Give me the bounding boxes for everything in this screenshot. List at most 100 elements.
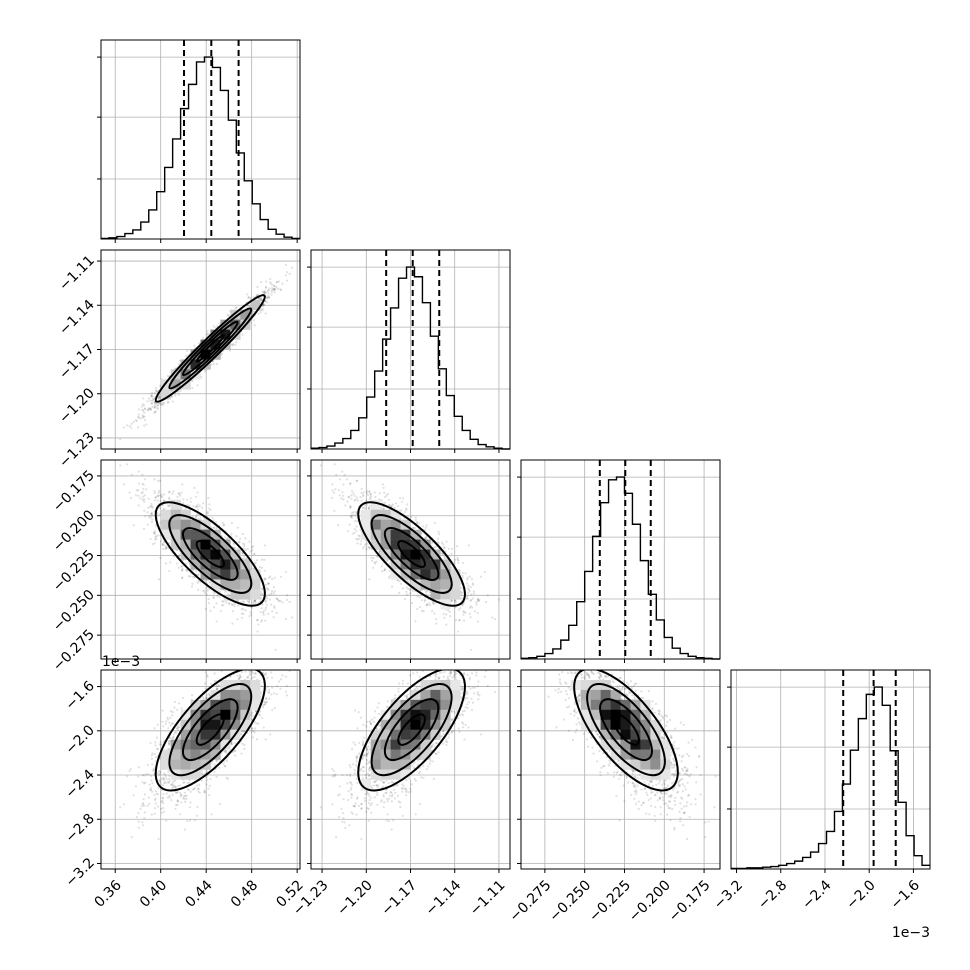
sample-point [377, 784, 380, 787]
sample-point [460, 591, 464, 595]
sample-point [224, 765, 227, 768]
density-cell [220, 719, 231, 730]
sample-point [575, 728, 578, 731]
sample-point [231, 603, 234, 606]
sample-point [253, 600, 256, 603]
sample-point [670, 736, 673, 739]
sample-point [248, 304, 251, 308]
sample-point [266, 290, 269, 293]
sample-point [224, 590, 227, 594]
sample-point [253, 668, 255, 670]
sample-point [698, 755, 701, 759]
density-cell [170, 739, 181, 750]
sample-point [600, 674, 603, 677]
sample-point [442, 612, 445, 616]
sample-point [165, 720, 168, 723]
sample-point [154, 496, 157, 499]
sample-point [454, 601, 458, 604]
sample-point [363, 797, 366, 800]
sample-point [143, 411, 146, 414]
sample-point [575, 723, 578, 726]
sample-point [368, 546, 371, 549]
sample-point [561, 671, 564, 674]
sample-point [180, 707, 183, 710]
sample-point [284, 274, 287, 277]
sample-point [142, 397, 145, 400]
sample-point [249, 677, 252, 680]
sample-point [268, 697, 271, 700]
sample-point [230, 741, 233, 744]
sample-point [660, 714, 663, 717]
sample-point [175, 791, 178, 794]
sample-point [151, 763, 154, 766]
sample-point [189, 790, 192, 793]
sample-point [684, 769, 688, 773]
sample-point [471, 701, 475, 704]
density-cell [650, 729, 661, 740]
sample-point [189, 500, 192, 503]
sample-point [675, 747, 678, 750]
sample-point [203, 591, 207, 595]
sample-point [348, 824, 351, 827]
sample-point [264, 672, 268, 675]
sample-point [149, 408, 153, 411]
sample-point [216, 687, 219, 690]
density-cell [220, 739, 231, 750]
density-cell [640, 739, 651, 750]
x-tick-label: −0.250 [546, 877, 594, 925]
sample-point [579, 642, 581, 644]
sample-point [672, 766, 676, 769]
sample-point [266, 588, 269, 591]
sample-point [442, 742, 445, 745]
sample-point [259, 600, 262, 603]
x-tick-label: −2.4 [799, 877, 834, 912]
sample-point [356, 782, 359, 785]
sample-point [154, 741, 157, 744]
density-cell [390, 699, 401, 711]
sample-point [572, 710, 576, 713]
sample-point [466, 578, 469, 581]
sample-point [261, 587, 264, 590]
sample-point [382, 806, 385, 809]
sample-point [248, 672, 251, 675]
sample-point [425, 603, 429, 606]
sample-point [457, 608, 460, 611]
sample-point [210, 363, 213, 366]
sample-point [366, 752, 369, 756]
sample-point [360, 499, 363, 502]
sample-point [378, 551, 381, 554]
sample-point [263, 577, 266, 580]
sample-point [148, 407, 151, 410]
sample-point [445, 623, 448, 626]
sample-point [150, 402, 153, 405]
sample-point [181, 569, 184, 572]
sample-point [176, 495, 179, 499]
density-cell [380, 539, 391, 550]
sample-point [579, 644, 581, 646]
sample-point [264, 738, 267, 741]
sample-point [449, 615, 452, 618]
sample-point [351, 812, 354, 815]
sample-point [150, 779, 153, 782]
density-cell [190, 529, 201, 540]
sample-point [598, 672, 601, 675]
sample-point [162, 810, 166, 813]
sample-point [464, 697, 467, 700]
sample-point [149, 512, 153, 516]
sample-point [264, 619, 267, 622]
sample-point [405, 790, 408, 794]
sample-point [443, 555, 446, 558]
sample-point [414, 779, 417, 783]
sample-point [137, 820, 140, 823]
density-cell [180, 729, 191, 740]
sample-point [469, 605, 472, 608]
sample-point [360, 807, 363, 810]
sample-point [367, 494, 370, 497]
sample-point [340, 497, 343, 500]
sample-point [205, 334, 208, 338]
sample-point [590, 660, 592, 662]
sample-point [196, 384, 199, 387]
density-cell [180, 709, 191, 721]
sample-point [168, 736, 172, 740]
sample-point [629, 691, 632, 695]
